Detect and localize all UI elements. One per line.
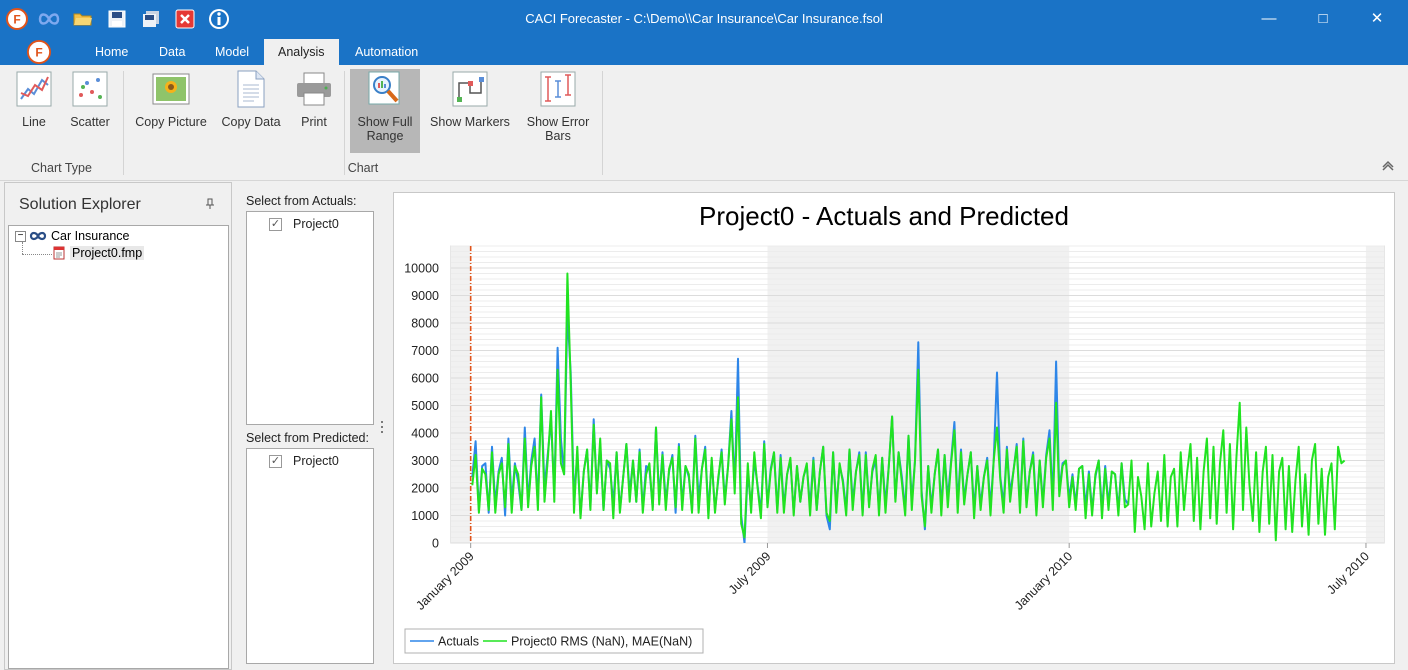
ribbon: Line Scatter Copy Picture Copy Data Prin… (0, 65, 1408, 181)
tab-home[interactable]: Home (95, 45, 129, 59)
ribbon-tab-bar: F Home Data Model Analysis Automation (0, 38, 1408, 65)
app-logo-icon[interactable]: F (5, 7, 29, 31)
show-markers-label: Show Markers (430, 115, 510, 129)
save-all-icon[interactable] (139, 7, 163, 31)
chart-panel: Project0 - Actuals and Predicted 0 1000 20… (393, 192, 1395, 664)
tree-node-car-insurance[interactable]: − Car Insurance (15, 229, 130, 243)
select-predicted-label: Select from Predicted: (246, 431, 369, 445)
legend-box (404, 628, 704, 654)
y-tick-label: 2000 (411, 482, 439, 496)
maximize-button[interactable]: □ (1318, 10, 1328, 27)
show-error-bars-label-line2: Bars (545, 129, 571, 143)
y-tick-label: 8000 (411, 317, 439, 331)
infinity-icon (29, 231, 47, 241)
line-chart-icon (14, 69, 54, 109)
zoom-chart-icon (365, 69, 405, 109)
collapse-toggle[interactable]: − (15, 230, 26, 242)
app-logo-letter: F (13, 13, 20, 27)
solution-explorer-title: Solution Explorer (19, 196, 141, 213)
y-tick-label: 10000 (404, 262, 439, 276)
tree-connector (22, 254, 52, 255)
ribbon-separator (344, 71, 345, 175)
solution-explorer-panel: Solution Explorer − Car Insurance Projec… (4, 182, 232, 670)
y-tick-label: 3000 (411, 454, 439, 468)
chart-svg: Project0 - Actuals and Predicted 0 1000 20… (404, 201, 1385, 654)
minimize-button[interactable]: — (1261, 10, 1277, 27)
predicted-list: ✓ Project0 (246, 448, 374, 664)
line-chart-button[interactable]: Line (8, 69, 60, 129)
close-solution-icon[interactable] (173, 7, 197, 31)
y-tick-label: 5000 (411, 399, 439, 413)
ribbon-separator (123, 71, 124, 175)
ribbon-separator (602, 71, 603, 175)
copy-data-button[interactable]: Copy Data (217, 69, 285, 129)
picture-icon (151, 69, 191, 109)
x-tick-label: January 2010 (1012, 549, 1075, 612)
y-tick-label: 4000 (411, 427, 439, 441)
tab-automation[interactable]: Automation (355, 45, 419, 59)
show-error-bars-label-line1: Show Error (526, 115, 590, 129)
open-folder-icon[interactable] (71, 7, 95, 31)
collapse-ribbon-icon[interactable] (1380, 157, 1396, 171)
select-actuals-label: Select from Actuals: (246, 194, 357, 208)
x-tick-label: July 2009 (726, 549, 774, 597)
tree-connector (22, 242, 23, 254)
document-icon (231, 69, 271, 109)
tree-label-root: Car Insurance (51, 229, 130, 243)
x-tick-label: July 2010 (1324, 549, 1372, 597)
group-label-chart: Chart (347, 161, 379, 175)
copy-data-label: Copy Data (221, 115, 281, 129)
splitter-grip[interactable] (380, 420, 385, 434)
print-label: Print (301, 115, 327, 129)
copy-picture-label: Copy Picture (135, 115, 207, 129)
info-icon[interactable] (207, 7, 231, 31)
print-button[interactable]: Print (291, 69, 337, 129)
show-full-range-label-line1: Show Full (357, 115, 413, 129)
y-tick-label: 7000 (411, 344, 439, 358)
legend-label-actuals: Actuals (438, 635, 479, 649)
scatter-chart-icon (70, 69, 110, 109)
window-title: CACI Forecaster - C:\Demo\\Car Insurance… (525, 11, 883, 26)
y-tick-label: 1000 (411, 509, 439, 523)
error-bars-icon (538, 69, 578, 109)
tab-analysis[interactable]: Analysis (264, 39, 339, 65)
predicted-checkbox[interactable]: ✓ (269, 455, 282, 468)
app-menu-button[interactable]: F (27, 40, 51, 64)
x-tick-label: January 2009 (413, 549, 476, 612)
scatter-label: Scatter (70, 115, 110, 129)
predicted-item: Project0 (293, 454, 339, 468)
show-error-bars-button[interactable]: Show Error Bars (522, 69, 594, 143)
actuals-list: ✓ Project0 (246, 211, 374, 425)
printer-icon (294, 69, 334, 109)
series-line-predicted (471, 272, 1346, 542)
show-markers-button[interactable]: Show Markers (425, 69, 515, 129)
y-tick-label: 9000 (411, 289, 439, 303)
app-menu-letter: F (35, 46, 42, 60)
infinity-icon[interactable] (37, 7, 61, 31)
chart-title: Project0 - Actuals and Predicted (699, 201, 1069, 231)
markers-icon (450, 69, 490, 109)
tree-label-child: Project0.fmp (70, 246, 145, 260)
line-label: Line (22, 115, 46, 129)
model-file-icon (53, 246, 65, 260)
copy-picture-button[interactable]: Copy Picture (132, 69, 210, 129)
save-icon[interactable] (105, 7, 129, 31)
chart-legend: Actuals Project0 RMS (NaN), MAE(NaN) (404, 628, 704, 654)
tab-model[interactable]: Model (215, 45, 250, 59)
title-bar: F CACI Forecaster - C:\Demo\\Car Insuran… (0, 0, 1408, 38)
actuals-checkbox[interactable]: ✓ (269, 218, 282, 231)
y-tick-label: 6000 (411, 372, 439, 386)
scatter-chart-button[interactable]: Scatter (64, 69, 116, 129)
legend-label-predicted: Project0 RMS (NaN), MAE(NaN) (511, 635, 692, 649)
pin-icon[interactable] (205, 198, 215, 213)
tab-data[interactable]: Data (159, 45, 186, 59)
actuals-item: Project0 (293, 217, 339, 231)
group-label-chart-type: Chart Type (31, 161, 92, 175)
show-full-range-button[interactable]: Show Full Range (350, 69, 420, 153)
y-tick-label: 0 (432, 537, 439, 551)
tree-node-project0[interactable]: Project0.fmp (53, 246, 145, 260)
solution-tree: − Car Insurance Project0.fmp (8, 225, 229, 669)
show-full-range-label-line2: Range (366, 129, 404, 143)
close-window-button[interactable]: ✕ (1370, 10, 1384, 27)
